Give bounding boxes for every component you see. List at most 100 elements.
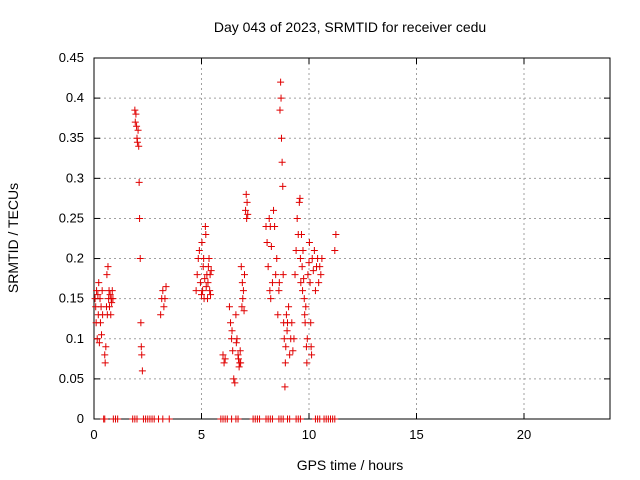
data-point <box>205 255 213 263</box>
data-point <box>108 299 116 307</box>
data-point <box>306 279 314 287</box>
data-point <box>290 335 298 343</box>
data-point <box>288 319 296 327</box>
data-point <box>301 311 309 319</box>
data-point <box>221 355 229 363</box>
x-tick-label: 20 <box>517 427 531 442</box>
data-point <box>239 287 247 295</box>
x-tick-label: 10 <box>302 427 316 442</box>
data-point <box>160 303 168 311</box>
data-point <box>241 271 248 279</box>
data-point <box>135 142 143 150</box>
data-point <box>265 214 273 222</box>
data-point <box>227 319 235 327</box>
data-point <box>305 239 313 247</box>
data-point <box>202 230 210 238</box>
data-point <box>316 263 324 271</box>
data-point <box>237 359 245 367</box>
data-point <box>318 255 326 263</box>
data-point <box>108 287 116 295</box>
data-point <box>198 291 205 299</box>
data-point <box>240 307 248 315</box>
data-point <box>103 271 111 279</box>
y-tick-label: 0.25 <box>59 210 84 225</box>
data-point <box>165 415 173 423</box>
data-point <box>238 279 246 287</box>
data-point <box>331 247 339 255</box>
data-point <box>136 255 144 263</box>
data-point <box>220 359 228 367</box>
data-point <box>229 347 237 355</box>
data-point <box>289 347 297 355</box>
data-point <box>161 295 169 303</box>
data-point <box>278 158 286 166</box>
data-point <box>264 263 272 271</box>
data-points <box>91 78 340 423</box>
data-point <box>225 303 233 311</box>
data-point <box>96 319 104 327</box>
data-point <box>195 247 203 255</box>
data-point <box>272 271 280 279</box>
data-point <box>244 210 252 218</box>
data-point <box>133 138 141 146</box>
tick-labels: 0 5 10 15 20 0 0.05 0.1 0.15 0.2 0.25 0.3 0.35 0.4 0.4… <box>59 50 532 442</box>
y-tick-label: 0.1 <box>66 331 84 346</box>
data-point <box>133 122 141 130</box>
data-point <box>230 375 238 383</box>
data-point <box>232 311 240 319</box>
y-tick-label: 0.45 <box>59 50 84 65</box>
data-point <box>266 287 274 295</box>
data-point <box>303 335 311 343</box>
data-point <box>310 247 318 255</box>
data-point <box>274 311 282 319</box>
data-point <box>286 415 294 423</box>
data-point <box>293 214 301 222</box>
data-point <box>114 415 122 423</box>
data-point <box>300 295 308 303</box>
data-point <box>94 291 102 299</box>
data-point <box>275 287 283 295</box>
data-point <box>268 415 276 423</box>
data-point <box>109 295 117 303</box>
data-point <box>296 194 304 202</box>
data-point <box>238 303 246 311</box>
data-point <box>302 303 310 311</box>
data-point <box>93 335 101 343</box>
data-point <box>243 214 251 222</box>
x-tick-label: 15 <box>409 427 423 442</box>
data-point <box>275 279 283 287</box>
data-point <box>303 359 311 367</box>
data-point <box>135 178 143 186</box>
data-point <box>263 239 271 247</box>
data-point <box>219 351 227 359</box>
data-point <box>105 303 113 311</box>
data-point <box>138 367 146 375</box>
x-tick-label: 5 <box>198 427 205 442</box>
data-point <box>276 106 284 114</box>
data-point <box>297 230 305 238</box>
data-point <box>101 351 109 359</box>
data-point <box>282 311 290 319</box>
data-point <box>332 230 340 238</box>
data-point <box>98 287 106 295</box>
y-tick-label: 0.15 <box>59 291 84 306</box>
data-point <box>277 94 285 102</box>
grid <box>94 58 610 419</box>
data-point <box>96 295 104 303</box>
y-tick-label: 0.4 <box>66 90 84 105</box>
y-tick-label: 0.2 <box>66 251 84 266</box>
data-point <box>159 415 167 423</box>
data-point <box>300 275 308 283</box>
data-point <box>296 415 304 423</box>
data-point <box>196 279 204 287</box>
data-point <box>291 271 299 279</box>
data-point <box>106 291 114 299</box>
x-tick-label: 0 <box>90 427 97 442</box>
data-point <box>281 383 289 391</box>
data-point <box>304 271 312 279</box>
data-point <box>317 271 325 279</box>
data-point <box>242 190 250 198</box>
data-point <box>98 331 106 339</box>
data-point <box>234 415 242 423</box>
